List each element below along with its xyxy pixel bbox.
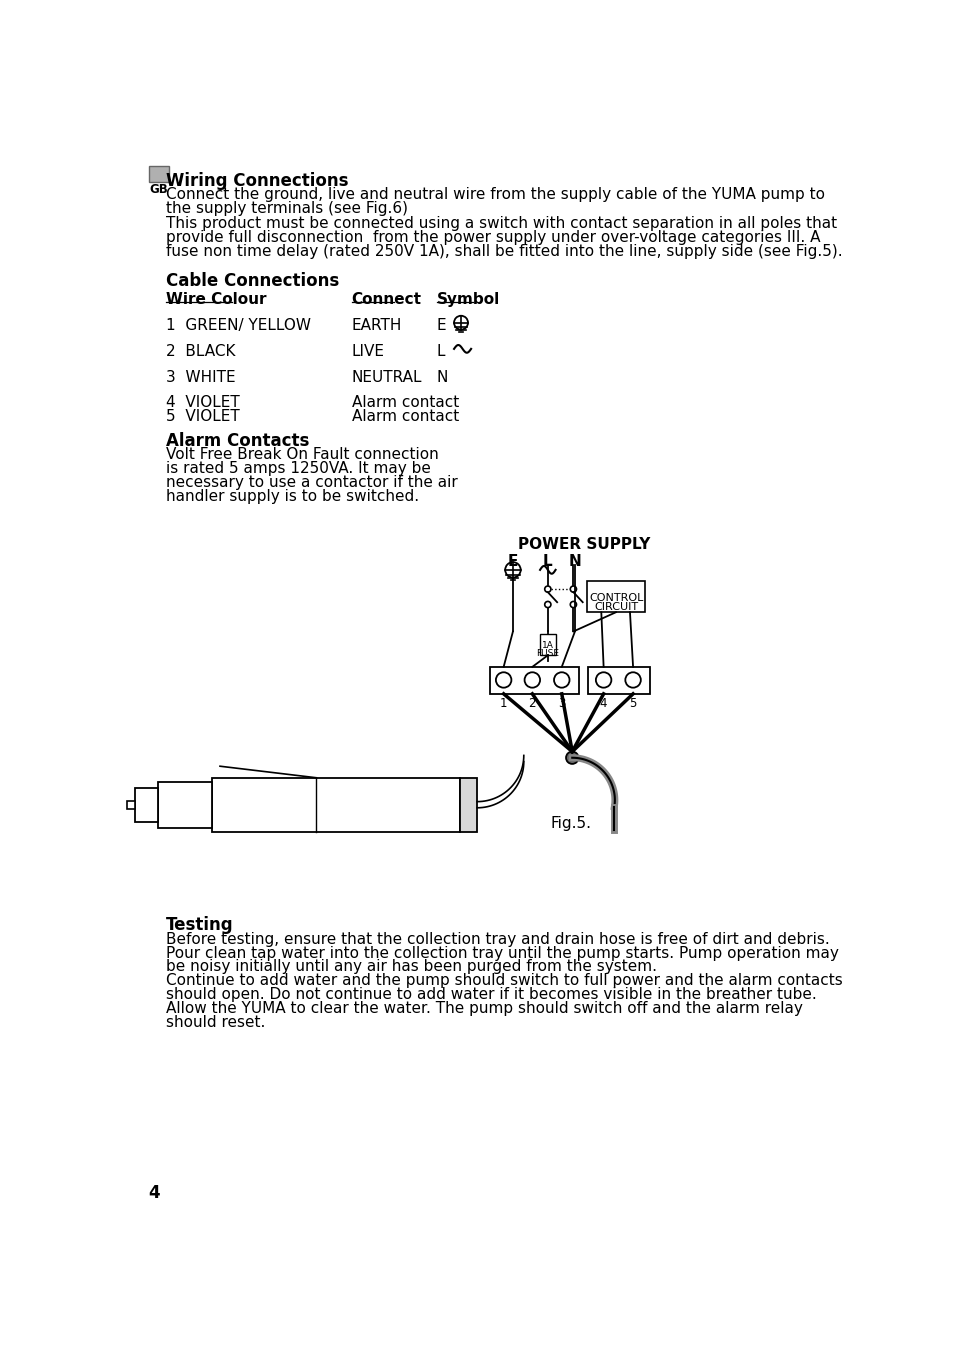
Text: This product must be connected using a switch with contact separation in all pol: This product must be connected using a s… [166,217,836,232]
Text: Allow the YUMA to clear the water. The pump should switch off and the alarm rela: Allow the YUMA to clear the water. The p… [166,1002,801,1016]
Text: 4  VIOLET: 4 VIOLET [166,395,239,410]
Text: Testing: Testing [166,917,233,934]
Text: GB: GB [150,183,168,195]
Text: 1  GREEN/ YELLOW: 1 GREEN/ YELLOW [166,318,311,333]
Text: Before testing, ensure that the collection tray and drain hose is free of dirt a: Before testing, ensure that the collecti… [166,931,828,946]
Bar [539,634,555,655]
Bar [587,581,645,612]
Bar [127,801,134,809]
Text: Connect the ground, live and neutral wire from the supply cable of the YUMA pump: Connect the ground, live and neutral wir… [166,187,824,202]
Text: E: E [507,554,517,569]
Text: L: L [542,554,552,569]
Text: Wiring Connections: Wiring Connections [166,171,348,190]
Text: NEUTRAL: NEUTRAL [352,371,422,386]
Text: 1: 1 [499,697,507,710]
Text: 3  WHITE: 3 WHITE [166,371,235,386]
Text: should reset.: should reset. [166,1015,265,1030]
Bar [587,667,649,694]
Text: E: E [436,318,446,333]
Bar [489,667,578,694]
Text: EARTH: EARTH [352,318,402,333]
Text: Fig.5.: Fig.5. [550,817,591,832]
Text: Continue to add water and the pump should switch to full power and the alarm con: Continue to add water and the pump shoul… [166,973,841,988]
Text: 1A: 1A [541,642,553,651]
Bar [134,787,158,822]
Bar [459,778,476,832]
Text: N: N [436,371,448,386]
Text: FUSE: FUSE [536,650,558,658]
Text: Wire Colour: Wire Colour [166,293,266,307]
Text: 5: 5 [629,697,636,710]
Text: necessary to use a contactor if the air: necessary to use a contactor if the air [166,474,457,491]
Text: be noisy initially until any air has been purged from the system.: be noisy initially until any air has bee… [166,960,656,975]
Text: CONTROL: CONTROL [589,593,643,603]
Text: Pour clean tap water into the collection tray until the pump starts. Pump operat: Pour clean tap water into the collection… [166,945,838,961]
Text: L: L [436,344,445,360]
Text: 2: 2 [528,697,536,710]
FancyBboxPatch shape [149,166,169,182]
Text: Connect: Connect [352,293,421,307]
Text: is rated 5 amps 1250VA. It may be: is rated 5 amps 1250VA. It may be [166,461,430,476]
Bar [158,782,212,828]
Text: CIRCUIT: CIRCUIT [594,603,638,612]
Text: 5  VIOLET: 5 VIOLET [166,408,239,423]
Text: fuse non time delay (rated 250V 1A), shall be fitted into the line, supply side : fuse non time delay (rated 250V 1A), sha… [166,244,841,259]
Text: provide full disconnection  from the power supply under over-voltage categories : provide full disconnection from the powe… [166,231,820,245]
Text: handler supply is to be switched.: handler supply is to be switched. [166,489,418,504]
Text: 4: 4 [599,697,607,710]
Text: the supply terminals (see Fig.6): the supply terminals (see Fig.6) [166,201,407,216]
Text: N: N [568,554,580,569]
Text: Alarm contact: Alarm contact [352,408,458,423]
Text: should open. Do not continue to add water if it becomes visible in the breather : should open. Do not continue to add wate… [166,987,816,1002]
Text: 3: 3 [558,697,565,710]
Bar [212,778,459,832]
Text: 2  BLACK: 2 BLACK [166,344,235,360]
Text: Alarm contact: Alarm contact [352,395,458,410]
Text: LIVE: LIVE [352,344,384,360]
Text: 4: 4 [149,1185,160,1202]
Text: Cable Connections: Cable Connections [166,272,338,290]
Text: Volt Free Break On Fault connection: Volt Free Break On Fault connection [166,448,438,462]
Text: POWER SUPPLY: POWER SUPPLY [517,537,650,551]
Circle shape [565,752,578,764]
Text: Alarm Contacts: Alarm Contacts [166,431,309,450]
Text: Symbol: Symbol [436,293,499,307]
